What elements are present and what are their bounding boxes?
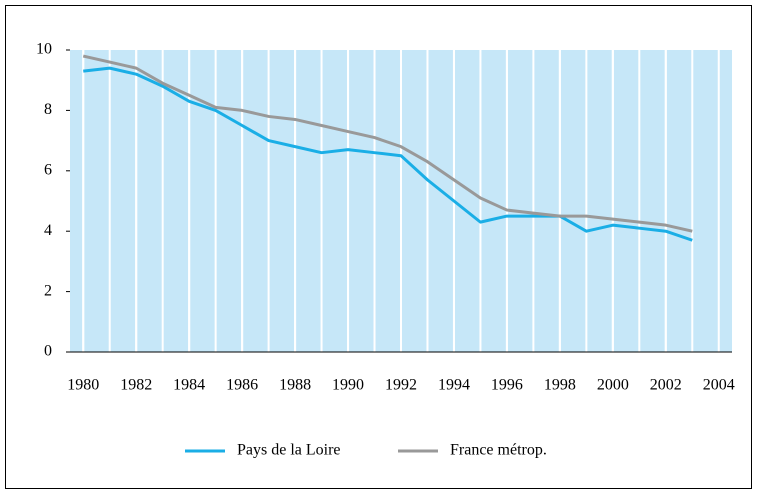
x-tick-label: 1984 (173, 377, 205, 394)
x-tick-label: 1982 (120, 377, 152, 394)
y-tick-label: 10 (36, 41, 52, 58)
x-tick-label: 2002 (650, 377, 682, 394)
legend-label: France métrop. (450, 442, 547, 459)
x-tick-label: 1980 (67, 377, 99, 394)
x-tick-label: 1988 (279, 377, 311, 394)
legend-label: Pays de la Loire (237, 442, 341, 459)
frame (5, 5, 752, 489)
y-tick-label: 6 (44, 161, 52, 178)
y-tick-label: 8 (44, 101, 52, 118)
x-tick-label: 1994 (438, 377, 470, 394)
series-line (83, 66, 693, 242)
x-tick-label: 2004 (703, 377, 735, 394)
x-tick-label: 1998 (544, 377, 576, 394)
x-tick-label: 1996 (491, 377, 523, 394)
series-line (82, 54, 693, 233)
y-tick-label: 4 (44, 222, 52, 239)
x-tick-label: 1986 (226, 377, 258, 394)
y-tick-label: 0 (44, 343, 52, 360)
x-tick-label: 1990 (332, 377, 364, 394)
x-tick-label: 2000 (597, 377, 629, 394)
y-tick-label: 2 (44, 282, 52, 299)
x-tick-label: 1992 (385, 377, 417, 394)
